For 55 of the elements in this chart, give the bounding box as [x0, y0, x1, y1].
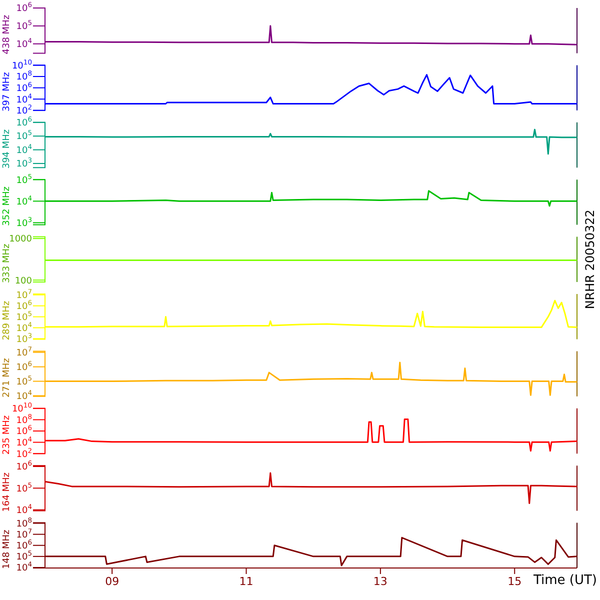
- y-tick-label: 100: [14, 276, 32, 286]
- y-tick-label: 10$^{3}$: [16, 216, 32, 229]
- y-axis-title: 148 MHz: [2, 529, 12, 570]
- y-axis-title: 333 MHz: [2, 243, 12, 284]
- y-tick-label: 10$^{6}$: [16, 424, 32, 438]
- x-tick-label: 11: [239, 574, 254, 588]
- y-tick-label: 10$^{5}$: [16, 481, 32, 494]
- y-tick-label: 10$^{6}$: [16, 1, 32, 14]
- y-tick-label: 10$^{6}$: [16, 80, 32, 94]
- y-tick-label: 10$^{3}$: [16, 156, 32, 170]
- y-tick-label: 10$^{6}$: [16, 116, 32, 129]
- y-axis-title: 397 MHz: [2, 72, 12, 112]
- y-axis-title: 394 MHz: [2, 129, 12, 169]
- y-tick-label: 1000: [9, 234, 32, 245]
- y-tick-label: 10$^{7}$: [16, 345, 32, 358]
- x-tick-label: 09: [105, 574, 120, 588]
- y-axis-title: 164 MHz: [2, 472, 12, 512]
- y-tick-label: 10$^{10}$: [12, 58, 32, 72]
- y-tick-label: 10$^{4}$: [16, 142, 32, 156]
- y-tick-label: 10$^{8}$: [16, 70, 32, 83]
- y-tick-label: 10$^{6}$: [16, 460, 32, 473]
- x-tick-label: 15: [508, 574, 522, 588]
- y-tick-label: 10$^{5}$: [16, 550, 32, 563]
- y-tick-label: 10$^{4}$: [16, 435, 32, 448]
- y-tick-label: 10$^{10}$: [12, 402, 32, 415]
- y-tick-label: 10$^{4}$: [16, 194, 32, 208]
- y-axis-title: 352 MHz: [2, 186, 12, 226]
- y-tick-label: 10$^{2}$: [16, 446, 32, 460]
- y-axis-title: 289 MHz: [2, 300, 12, 340]
- x-axis-title: Time (UT): [532, 573, 597, 588]
- y-tick-label: 10$^{5}$: [16, 172, 32, 186]
- x-tick-label: 13: [373, 574, 388, 588]
- y-tick-label: 10$^{4}$: [16, 36, 32, 50]
- y-tick-label: 10$^{7}$: [16, 527, 32, 540]
- y-axis-title: 271 MHz: [2, 358, 12, 398]
- y-tick-label: 10$^{7}$: [16, 288, 32, 302]
- y-tick-label: 10$^{5}$: [16, 374, 32, 388]
- y-tick-label: 10$^{4}$: [16, 560, 32, 574]
- y-axis-title: 235 MHz: [2, 415, 12, 455]
- y-tick-label: 10$^{5}$: [16, 19, 32, 32]
- y-tick-label: 10$^{6}$: [16, 538, 32, 552]
- y-tick-label: 10$^{5}$: [16, 129, 32, 142]
- y-tick-label: 10$^{3}$: [16, 332, 32, 345]
- y-tick-label: 10$^{4}$: [16, 388, 32, 402]
- y-tick-label: 10$^{6}$: [16, 360, 32, 373]
- y-tick-label: 10$^{8}$: [16, 412, 32, 426]
- y-tick-label: 10$^{5}$: [16, 310, 32, 323]
- y-tick-label: 10$^{6}$: [16, 298, 32, 312]
- y-tick-label: 10$^{4}$: [16, 92, 32, 106]
- y-tick-label: 10$^{4}$: [16, 502, 32, 516]
- y-tick-label: 10$^{2}$: [16, 104, 32, 117]
- y-tick-label: 10$^{8}$: [16, 516, 32, 530]
- y-tick-label: 10$^{4}$: [16, 320, 32, 334]
- y-axis-title: 438 MHz: [2, 14, 12, 54]
- text: NRHR 20050322: [583, 210, 597, 310]
